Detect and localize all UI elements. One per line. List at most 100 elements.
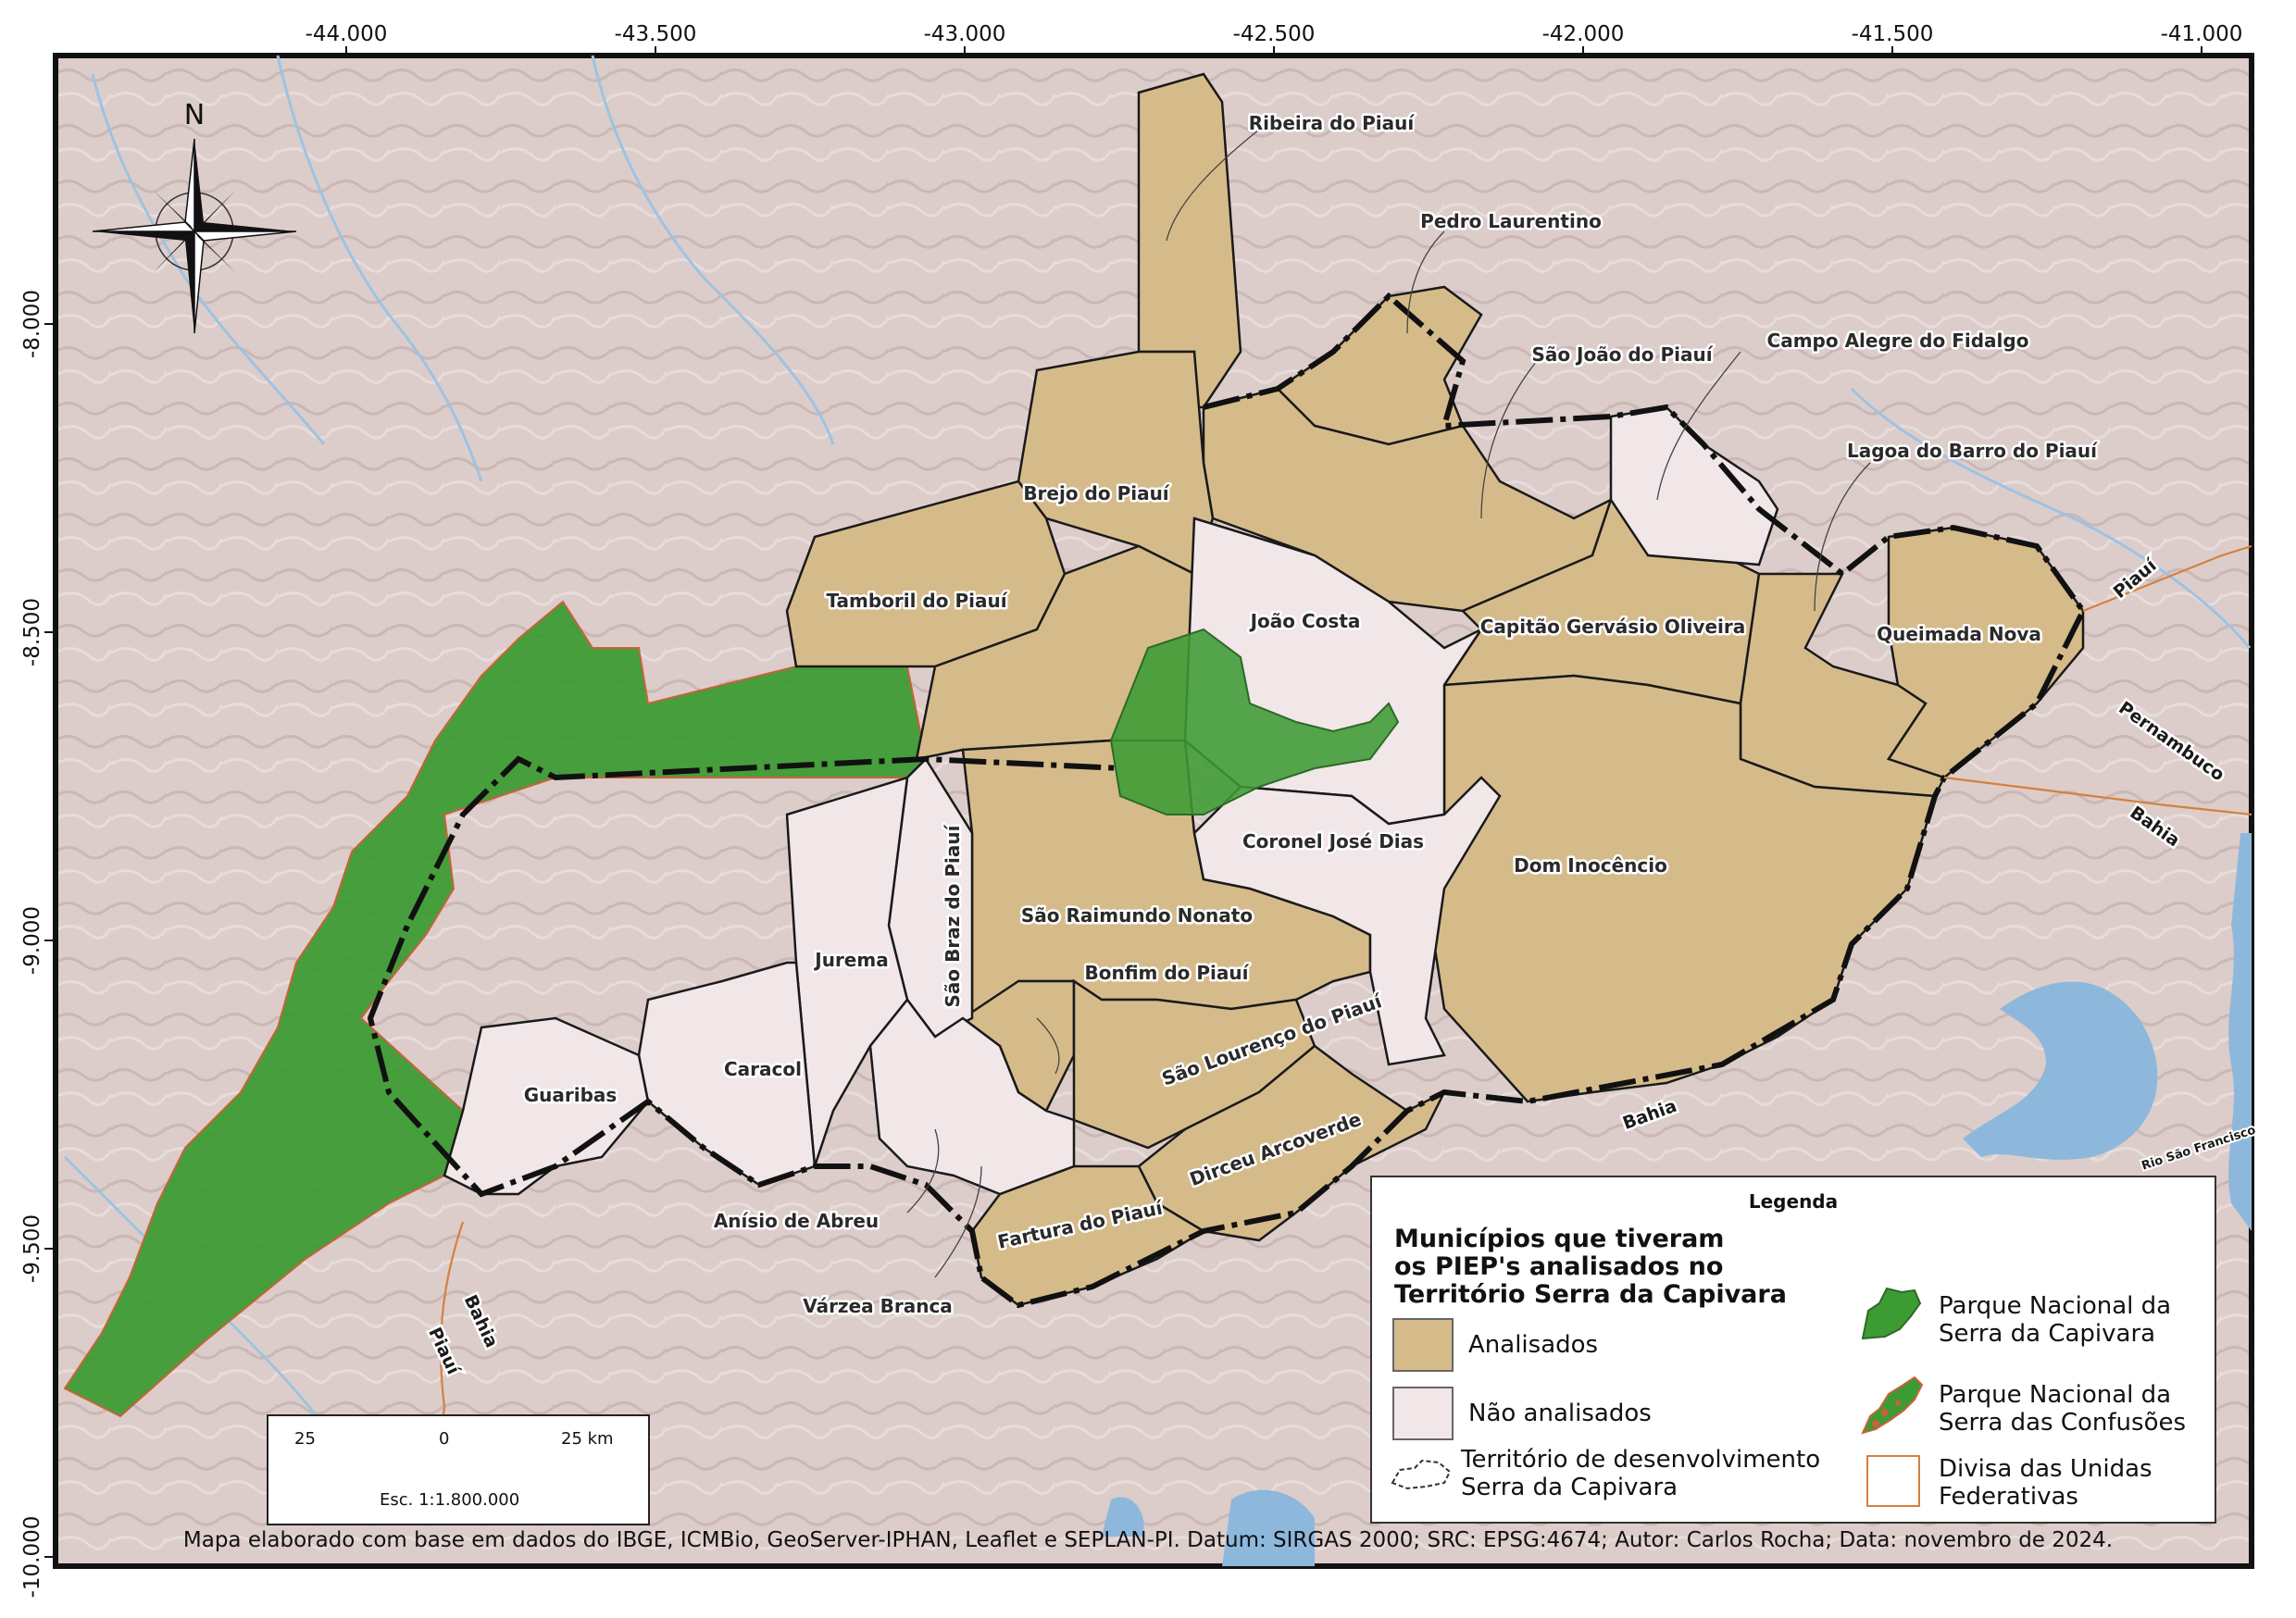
river-1 <box>91 73 326 445</box>
legend-swatch-capivara-icon <box>1861 1287 1922 1340</box>
legend-heading-line-2: os PIEP's analisados no <box>1394 1252 1724 1281</box>
legend-label-capivara: Parque Nacional da Serra da Capivara <box>1939 1292 2171 1348</box>
latitude-labels: -8.000 -8.500 -9.000 -9.500 -10.000 <box>20 290 44 1598</box>
legend-swatch-divisa <box>1866 1455 1920 1507</box>
label-sao-joao: São João do Piauí <box>1531 343 1713 366</box>
territorio-outline <box>367 292 2087 1309</box>
label-brejo: Brejo do Piauí <box>1023 482 1169 504</box>
leader-lagoa <box>1814 462 1871 612</box>
legend-swatch-confusoes-icon <box>1861 1375 1924 1435</box>
label-campo-alegre: Campo Alegre do Fidalgo <box>1767 330 2029 352</box>
lon-label-7: -41.000 <box>2161 22 2243 46</box>
legend-confusoes-line-2: Serra das Confusões <box>1939 1409 2187 1437</box>
label-coronel: Coronel José Dias <box>1242 830 1424 853</box>
lon-label-1: -44.000 <box>306 22 388 46</box>
lon-label-5: -42.000 <box>1542 22 1625 46</box>
legend-divisa-line-2: Federativas <box>1939 1483 2078 1511</box>
water-south-2 <box>1102 1497 1144 1537</box>
river-4 <box>1850 387 2252 649</box>
park-capivara-shape <box>1109 628 1400 815</box>
scale-left-label: 25 <box>294 1429 316 1449</box>
map-credits: Mapa elaborado com base em dados do IBGE… <box>182 1528 2114 1552</box>
shape-campo-alegre <box>1609 405 1779 566</box>
label-bonfim: Bonfim do Piauí <box>1085 962 1250 984</box>
legend: Legenda Municípios que tiveram os PIEP's… <box>1370 1176 2216 1524</box>
label-joao-costa: João Costa <box>1249 610 1361 632</box>
leader-bonfim <box>1036 1017 1060 1075</box>
lon-label-3: -43.000 <box>924 22 1006 46</box>
longitude-labels: -44.000 -43.500 -43.000 -42.500 -42.000 … <box>306 22 2243 46</box>
lon-label-6: -41.500 <box>1852 22 1934 46</box>
compass-north-label: N <box>184 99 205 131</box>
legend-title: Legenda <box>1748 1190 1839 1213</box>
label-queimada: Queimada Nova <box>1877 623 2041 645</box>
legend-label-divisa: Divisa das Unidas Federativas <box>1939 1455 2152 1511</box>
legend-swatch-nao-analisados <box>1392 1387 1454 1440</box>
legend-label-territorio: Território de desenvolvimento Serra da C… <box>1461 1446 1820 1501</box>
leader-lines <box>906 129 1871 1278</box>
river-3 <box>591 55 835 445</box>
label-anisio: Anísio de Abreu <box>714 1210 879 1232</box>
scale-ratio-label: Esc. 1:1.800.000 <box>380 1490 520 1510</box>
scale-bar: 25 0 25 km Esc. 1:1.800.000 <box>267 1414 650 1525</box>
lon-label-4: -42.500 <box>1233 22 1316 46</box>
leader-campo <box>1656 351 1741 501</box>
leader-varzea <box>934 1165 982 1278</box>
shape-sao-braz-south <box>868 997 1076 1196</box>
compass-rose <box>92 138 297 334</box>
frame-ticks <box>44 46 2202 1558</box>
legend-label-confusoes: Parque Nacional da Serra das Confusões <box>1939 1381 2186 1437</box>
label-caracol: Caracol <box>724 1058 802 1080</box>
reservoir-sobradinho <box>1963 981 2158 1160</box>
legend-swatch-territorio-icon <box>1391 1459 1452 1490</box>
water-east <box>2228 833 2252 1231</box>
leader-ribeira <box>1166 129 1260 242</box>
label-sao-braz: São Braz do Piauí <box>942 824 964 1007</box>
scale-right-label: 25 km <box>561 1429 614 1449</box>
lat-label-5: -10.000 <box>20 1516 44 1599</box>
park-serra-das-confusoes <box>63 600 928 1418</box>
lat-label-2: -8.500 <box>20 598 44 666</box>
lat-label-4: -9.500 <box>20 1214 44 1283</box>
legend-heading-line-3: Território Serra da Capivara <box>1394 1280 1787 1309</box>
label-capitao: Capitão Gervásio Oliveira <box>1480 616 1745 638</box>
lon-label-2: -43.500 <box>615 22 697 46</box>
legend-territorio-line-2: Serra da Capivara <box>1461 1474 1678 1501</box>
label-jurema: Jurema <box>813 949 888 971</box>
lat-label-1: -8.000 <box>20 290 44 358</box>
label-varzea: Várzea Branca <box>803 1295 953 1317</box>
scale-mid-label: 0 <box>439 1429 450 1449</box>
label-sao-raimundo: São Raimundo Nonato <box>1021 904 1253 927</box>
water-south-1 <box>1222 1489 1315 1566</box>
state-borders <box>433 544 2252 1482</box>
legend-swatch-analisados <box>1392 1318 1454 1372</box>
rivers <box>63 55 2252 1426</box>
border-pe-ba <box>1943 776 2252 816</box>
label-dom: Dom Inocêncio <box>1514 854 1667 877</box>
lat-label-3: -9.000 <box>20 906 44 975</box>
border-pi-pe <box>2082 544 2252 613</box>
park-serra-da-capivara <box>1109 628 1400 815</box>
label-ribeira: Ribeira do Piauí <box>1249 112 1416 134</box>
shape-fartura <box>970 1164 1206 1307</box>
territorio-boundary <box>367 292 2087 1309</box>
border-pi-ba-west <box>433 1221 465 1482</box>
leader-pedro <box>1406 230 1445 334</box>
legend-divisa-line-1: Divisa das Unidas <box>1939 1455 2152 1483</box>
legend-capivara-line-2: Serra da Capivara <box>1939 1320 2156 1348</box>
legend-label-nao-analisados: Não analisados <box>1468 1400 1652 1427</box>
label-tamboril: Tamboril do Piauí <box>826 590 1007 612</box>
shape-coronel <box>1192 776 1502 1066</box>
label-lagoa: Lagoa do Barro do Piauí <box>1847 440 2098 462</box>
label-pedro: Pedro Laurentino <box>1420 210 1602 232</box>
legend-heading: Municípios que tiveram os PIEP's analisa… <box>1394 1226 1802 1309</box>
legend-heading-line-1: Municípios que tiveram <box>1394 1225 1725 1253</box>
leader-sao-joao <box>1480 360 1538 519</box>
legend-territorio-line-1: Território de desenvolvimento <box>1461 1446 1821 1474</box>
legend-label-analisados: Analisados <box>1468 1331 1599 1359</box>
legend-confusoes-line-1: Parque Nacional da <box>1939 1381 2172 1409</box>
legend-capivara-line-1: Parque Nacional da <box>1939 1292 2172 1320</box>
park-confusoes-shape <box>63 600 928 1418</box>
river-2 <box>276 55 483 482</box>
